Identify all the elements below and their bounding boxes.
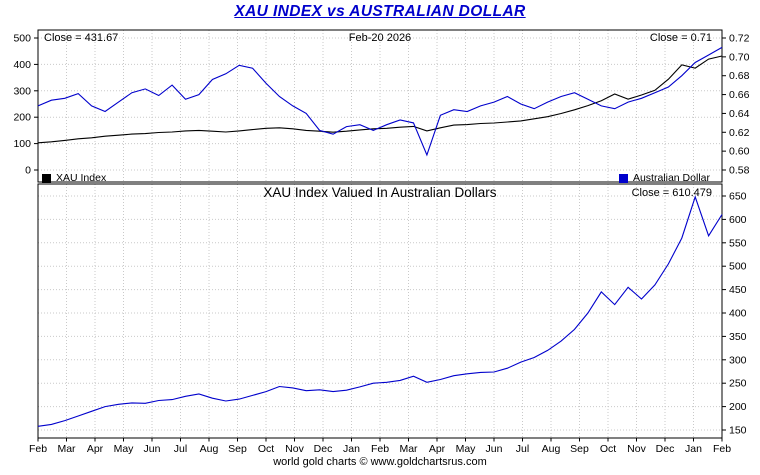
y-axis-tick-label: 0.58 — [729, 165, 750, 177]
y-axis-tick-label: 0.60 — [729, 146, 750, 158]
y-axis-tick-label: 0.64 — [729, 108, 750, 120]
top-date-label: Feb-20 2026 — [348, 32, 412, 44]
legend-label-australian-dollar: Australian Dollar — [632, 172, 710, 184]
y-axis-tick-label: 0.62 — [729, 127, 750, 139]
y-axis-tick-label: 0 — [25, 165, 31, 177]
x-axis-tick-label: Feb — [713, 443, 731, 455]
y-axis-tick-label: 400 — [729, 308, 747, 320]
y-axis-tick-label: 650 — [729, 191, 747, 203]
y-axis-tick-label: 350 — [729, 331, 747, 343]
legend-swatch-blue-icon — [618, 173, 628, 183]
y-axis-tick-label: 200 — [13, 112, 31, 124]
x-axis-tick-label: Jan — [685, 443, 702, 455]
y-axis-tick-label: 600 — [729, 214, 747, 226]
y-axis-tick-label: 150 — [729, 425, 747, 437]
y-axis-tick-label: 300 — [729, 354, 747, 366]
legend-australian-dollar: Australian Dollar — [618, 172, 710, 184]
x-axis-tick-label: May — [114, 443, 135, 455]
x-axis-tick-label: Jun — [486, 443, 503, 455]
bottom-panel-title: XAU Index Valued In Australian Dollars — [263, 185, 497, 200]
chart-title: XAU INDEX vs AUSTRALIAN DOLLAR — [234, 3, 526, 20]
y-axis-tick-label: 500 — [13, 33, 31, 45]
x-axis-tick-label: Jul — [174, 443, 187, 455]
y-axis-tick-label: 100 — [13, 138, 31, 150]
x-axis-tick-label: Jan — [343, 443, 360, 455]
legend-swatch-black-icon — [42, 173, 51, 183]
x-axis-tick-label: Jun — [144, 443, 161, 455]
y-axis-tick-label: 400 — [13, 59, 31, 71]
x-axis-tick-label: Mar — [57, 443, 76, 455]
y-axis-tick-label: 550 — [729, 237, 747, 249]
x-axis-tick-label: Nov — [627, 443, 646, 455]
x-axis-tick-label: Dec — [656, 443, 675, 455]
x-axis-tick-label: Sep — [228, 443, 247, 455]
y-axis-tick-label: 450 — [729, 284, 747, 296]
y-axis-tick-label: 0.66 — [729, 89, 750, 101]
x-axis-tick-label: Sep — [570, 443, 589, 455]
y-axis-tick-label: 200 — [729, 401, 747, 413]
y-axis-tick-label: 0.72 — [729, 33, 750, 45]
series-line — [37, 55, 723, 144]
y-axis-tick-label: 500 — [729, 261, 747, 273]
x-axis-tick-label: Oct — [258, 443, 274, 455]
bottom-close-label: Close = 610.479 — [631, 187, 712, 199]
top-close-aud-label: Close = 0.71 — [649, 32, 712, 44]
y-axis-tick-label: 250 — [729, 378, 747, 390]
y-axis-tick-label: 0.68 — [729, 70, 750, 82]
legend-xau-index: XAU Index — [42, 172, 106, 184]
x-axis-tick-label: Mar — [399, 443, 418, 455]
x-axis-tick-label: Apr — [87, 443, 104, 455]
x-axis-tick-label: Feb — [29, 443, 47, 455]
legend-label-xau-index: XAU Index — [56, 172, 107, 184]
x-axis-tick-label: Aug — [542, 443, 561, 455]
x-axis-tick-label: Dec — [314, 443, 333, 455]
top-close-xau-label: Close = 431.67 — [44, 32, 119, 44]
panel-border — [37, 29, 723, 183]
x-axis-tick-label: Jul — [516, 443, 529, 455]
y-axis-tick-label: 0.70 — [729, 51, 750, 63]
footer-credit: world gold charts © www.goldchartsrus.co… — [273, 456, 487, 468]
x-axis-tick-label: May — [456, 443, 477, 455]
x-axis-tick-label: Oct — [600, 443, 616, 455]
series-line — [37, 46, 723, 157]
x-axis-tick-label: Aug — [200, 443, 219, 455]
y-axis-tick-label: 300 — [13, 85, 31, 97]
series-line — [37, 195, 723, 427]
x-axis-tick-label: Apr — [429, 443, 446, 455]
x-axis-tick-label: Nov — [285, 443, 304, 455]
x-axis-tick-label: Feb — [371, 443, 389, 455]
